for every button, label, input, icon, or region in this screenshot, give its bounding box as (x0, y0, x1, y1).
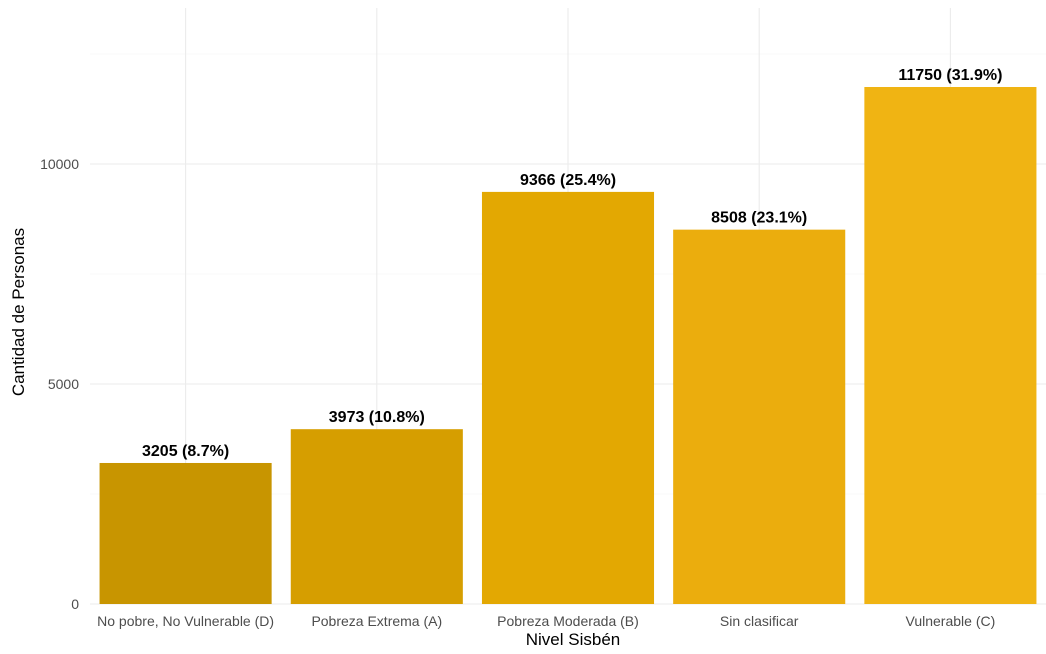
bars (99, 87, 1037, 604)
x-tick-label: Sin clasificar (720, 613, 799, 629)
bar (481, 191, 655, 604)
x-axis-tick-labels: No pobre, No Vulnerable (D) Pobreza Extre… (97, 613, 995, 629)
bar-value-label: 9366 (25.4%) (520, 172, 616, 189)
bar-value-label: 8508 (23.1%) (711, 210, 807, 227)
x-tick-label: No pobre, No Vulnerable (D) (97, 613, 274, 629)
bar (864, 87, 1037, 604)
bar (290, 429, 463, 604)
y-axis-title: Cantidad de Personas (9, 228, 28, 396)
bar-value-label: 3973 (10.8%) (329, 409, 425, 426)
y-tick-label: 0 (71, 596, 79, 612)
data-labels: 3205 (8.7%) 3973 (10.8%) 9366 (25.4%) 8508 … (142, 67, 1002, 460)
y-axis-tick-labels: 0 5000 10000 (40, 156, 79, 612)
x-axis-title: Nivel Sisbén (526, 630, 621, 649)
bar-value-label: 3205 (8.7%) (142, 443, 229, 460)
x-tick-label: Pobreza Moderada (B) (497, 613, 639, 629)
x-tick-label: Pobreza Extrema (A) (311, 613, 442, 629)
bar (673, 229, 846, 604)
x-tick-label: Vulnerable (C) (906, 613, 996, 629)
y-tick-label: 10000 (40, 156, 79, 172)
y-tick-label: 5000 (48, 376, 79, 392)
bar (99, 462, 272, 604)
bar-value-label: 11750 (31.9%) (898, 67, 1002, 84)
